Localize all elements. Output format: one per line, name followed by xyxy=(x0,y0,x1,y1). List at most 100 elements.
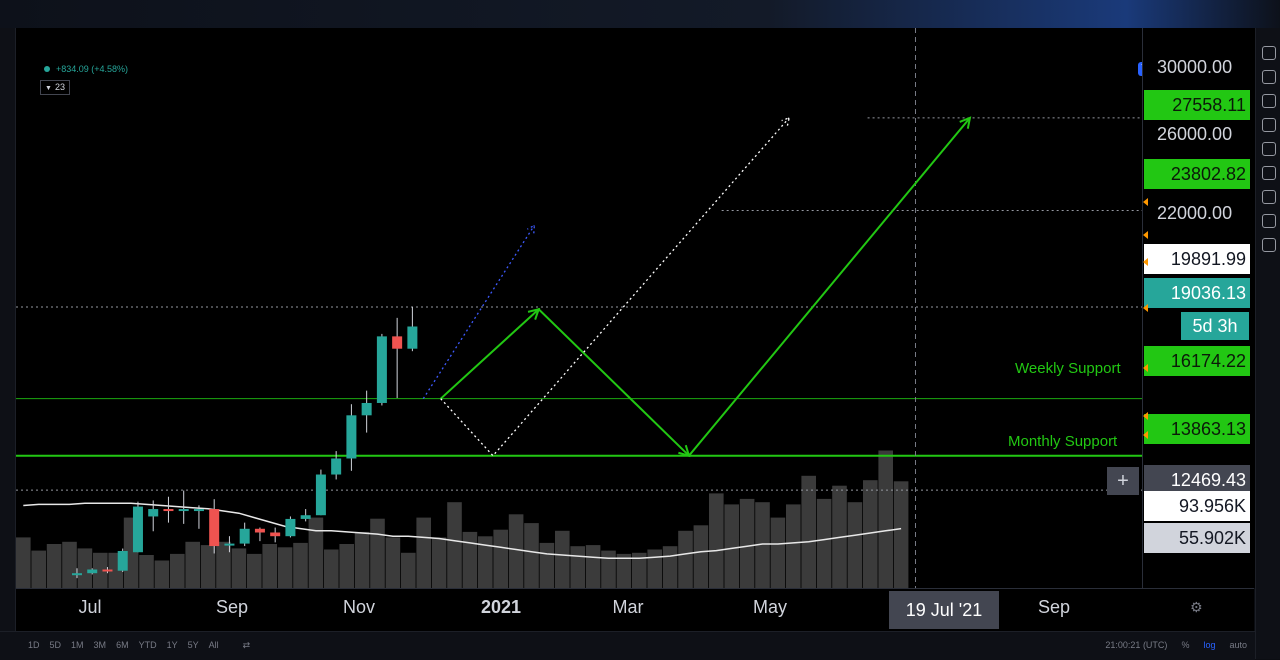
monthly-support-price: 13863.13 xyxy=(1144,414,1250,444)
candle-body xyxy=(285,518,296,537)
candle-body xyxy=(102,569,113,572)
chat-icon[interactable] xyxy=(1261,190,1276,204)
price-tick: 26000.00 xyxy=(1157,124,1233,144)
volume-bar xyxy=(31,550,46,588)
candle-body xyxy=(315,474,326,516)
log-toggle[interactable]: log xyxy=(1203,640,1216,650)
sync-icon[interactable]: ↻ xyxy=(1138,62,1142,76)
date-range-icon[interactable]: ⇄ xyxy=(242,640,251,650)
chevron-down-icon: ▼ xyxy=(45,85,52,92)
volume-bar xyxy=(431,537,447,588)
alert-marker xyxy=(1143,431,1148,439)
time-axis[interactable]: Jul Sep Nov 2021 Mar May Sep 19 Jul '21 … xyxy=(16,588,1254,632)
white-dotted-path xyxy=(440,117,790,457)
volume-bar xyxy=(816,498,832,588)
volume-bar xyxy=(616,553,632,588)
range-button[interactable]: 6M xyxy=(116,640,129,650)
volume-bar xyxy=(339,544,354,588)
blue-dotted-path xyxy=(422,225,535,400)
range-button[interactable]: 3M xyxy=(93,640,107,650)
green-arrowhead xyxy=(527,307,541,320)
volume-bar xyxy=(647,549,662,588)
notifications-icon[interactable] xyxy=(1261,238,1276,252)
range-button[interactable]: 1M xyxy=(71,640,84,650)
range-button[interactable]: 5D xyxy=(49,640,62,650)
alert-marker xyxy=(1143,304,1148,312)
volume-bar xyxy=(770,517,786,588)
volume-bar xyxy=(524,523,539,588)
auto-toggle[interactable]: auto xyxy=(1229,640,1247,650)
volume-bar xyxy=(462,531,478,588)
volume-bar xyxy=(16,537,31,588)
volume-bar xyxy=(46,544,62,588)
volume-bar xyxy=(401,552,416,588)
gear-icon[interactable]: ⚙ xyxy=(1190,599,1203,615)
legend-status-icon xyxy=(44,66,50,72)
price-tick: 22000.00 xyxy=(1157,203,1233,223)
right-widget-bar xyxy=(1255,28,1280,659)
calendar-icon[interactable] xyxy=(1261,142,1276,156)
volume-bar xyxy=(709,493,724,588)
volume-ma-label: 55.902K xyxy=(1144,523,1250,553)
range-button[interactable]: YTD xyxy=(138,640,157,650)
volume-bar xyxy=(585,545,601,588)
chart-pane[interactable]: +834.09 (+4.58%) ▼23 ↻ Weekly Support Mo… xyxy=(16,28,1142,588)
range-button[interactable]: 1Y xyxy=(166,640,178,650)
green-path xyxy=(440,117,971,458)
volume-bar xyxy=(847,502,863,588)
alert-marker xyxy=(1143,364,1148,372)
data-window-icon[interactable] xyxy=(1261,94,1276,108)
candle-body xyxy=(239,528,250,544)
candle-body xyxy=(224,543,235,546)
top-toolbar xyxy=(0,0,1280,28)
range-button[interactable]: 1D xyxy=(28,640,40,650)
range-button[interactable]: 5Y xyxy=(187,640,199,650)
volume-bar xyxy=(678,530,693,588)
candle-body xyxy=(71,573,82,576)
price-axis[interactable]: 30000.00 26000.00 22000.00 27558.11 2380… xyxy=(1142,28,1255,588)
chart-canvas[interactable] xyxy=(16,28,1142,588)
volume-bar xyxy=(154,560,170,588)
volume-bar xyxy=(170,553,185,588)
alert-marker xyxy=(1143,231,1148,239)
candle-body xyxy=(407,326,418,349)
volume-bar xyxy=(77,548,93,588)
watchlist-icon[interactable] xyxy=(1261,46,1276,60)
alert-marker xyxy=(1143,412,1148,420)
ideas-icon[interactable] xyxy=(1261,166,1276,180)
legend-change: +834.09 (+4.58%) xyxy=(56,64,129,74)
candle-body xyxy=(361,402,372,416)
volume-bar xyxy=(863,480,878,588)
volume-bar xyxy=(200,545,216,588)
hotlist-icon[interactable] xyxy=(1261,118,1276,132)
candle-body xyxy=(117,550,128,571)
crosshair-date-label: 19 Jul '21 xyxy=(889,591,999,629)
volume-bar xyxy=(293,542,308,588)
indicator-legend[interactable]: ▼ 23 xyxy=(40,80,70,95)
streams-icon[interactable] xyxy=(1261,214,1276,228)
alerts-icon[interactable] xyxy=(1261,70,1276,84)
symbol-legend: +834.09 (+4.58%) xyxy=(44,64,128,74)
volume-bar xyxy=(262,544,277,588)
green-arrowhead xyxy=(678,444,691,458)
add-plus-icon[interactable]: + xyxy=(1107,467,1139,495)
candle-body xyxy=(331,458,342,475)
candle-body xyxy=(300,515,311,519)
volume-bar xyxy=(693,525,709,588)
candle-body xyxy=(148,509,159,517)
bar-countdown: 5d 3h xyxy=(1181,312,1249,340)
volume-bar xyxy=(354,531,370,588)
volume-bar xyxy=(601,550,616,588)
percent-toggle[interactable]: % xyxy=(1181,640,1190,650)
volume-bar xyxy=(370,518,385,588)
volume-bar xyxy=(539,542,555,588)
volume-bar xyxy=(508,514,524,588)
volume-bar xyxy=(739,498,755,588)
candle-body xyxy=(270,532,281,537)
weekly-support-label: Weekly Support xyxy=(1015,360,1121,377)
volume-bar xyxy=(93,552,108,588)
time-tick: 2021 xyxy=(480,597,522,617)
volume-bar xyxy=(632,552,647,588)
range-button[interactable]: All xyxy=(208,640,219,650)
blue-dotted-path-arrowhead xyxy=(527,224,536,234)
